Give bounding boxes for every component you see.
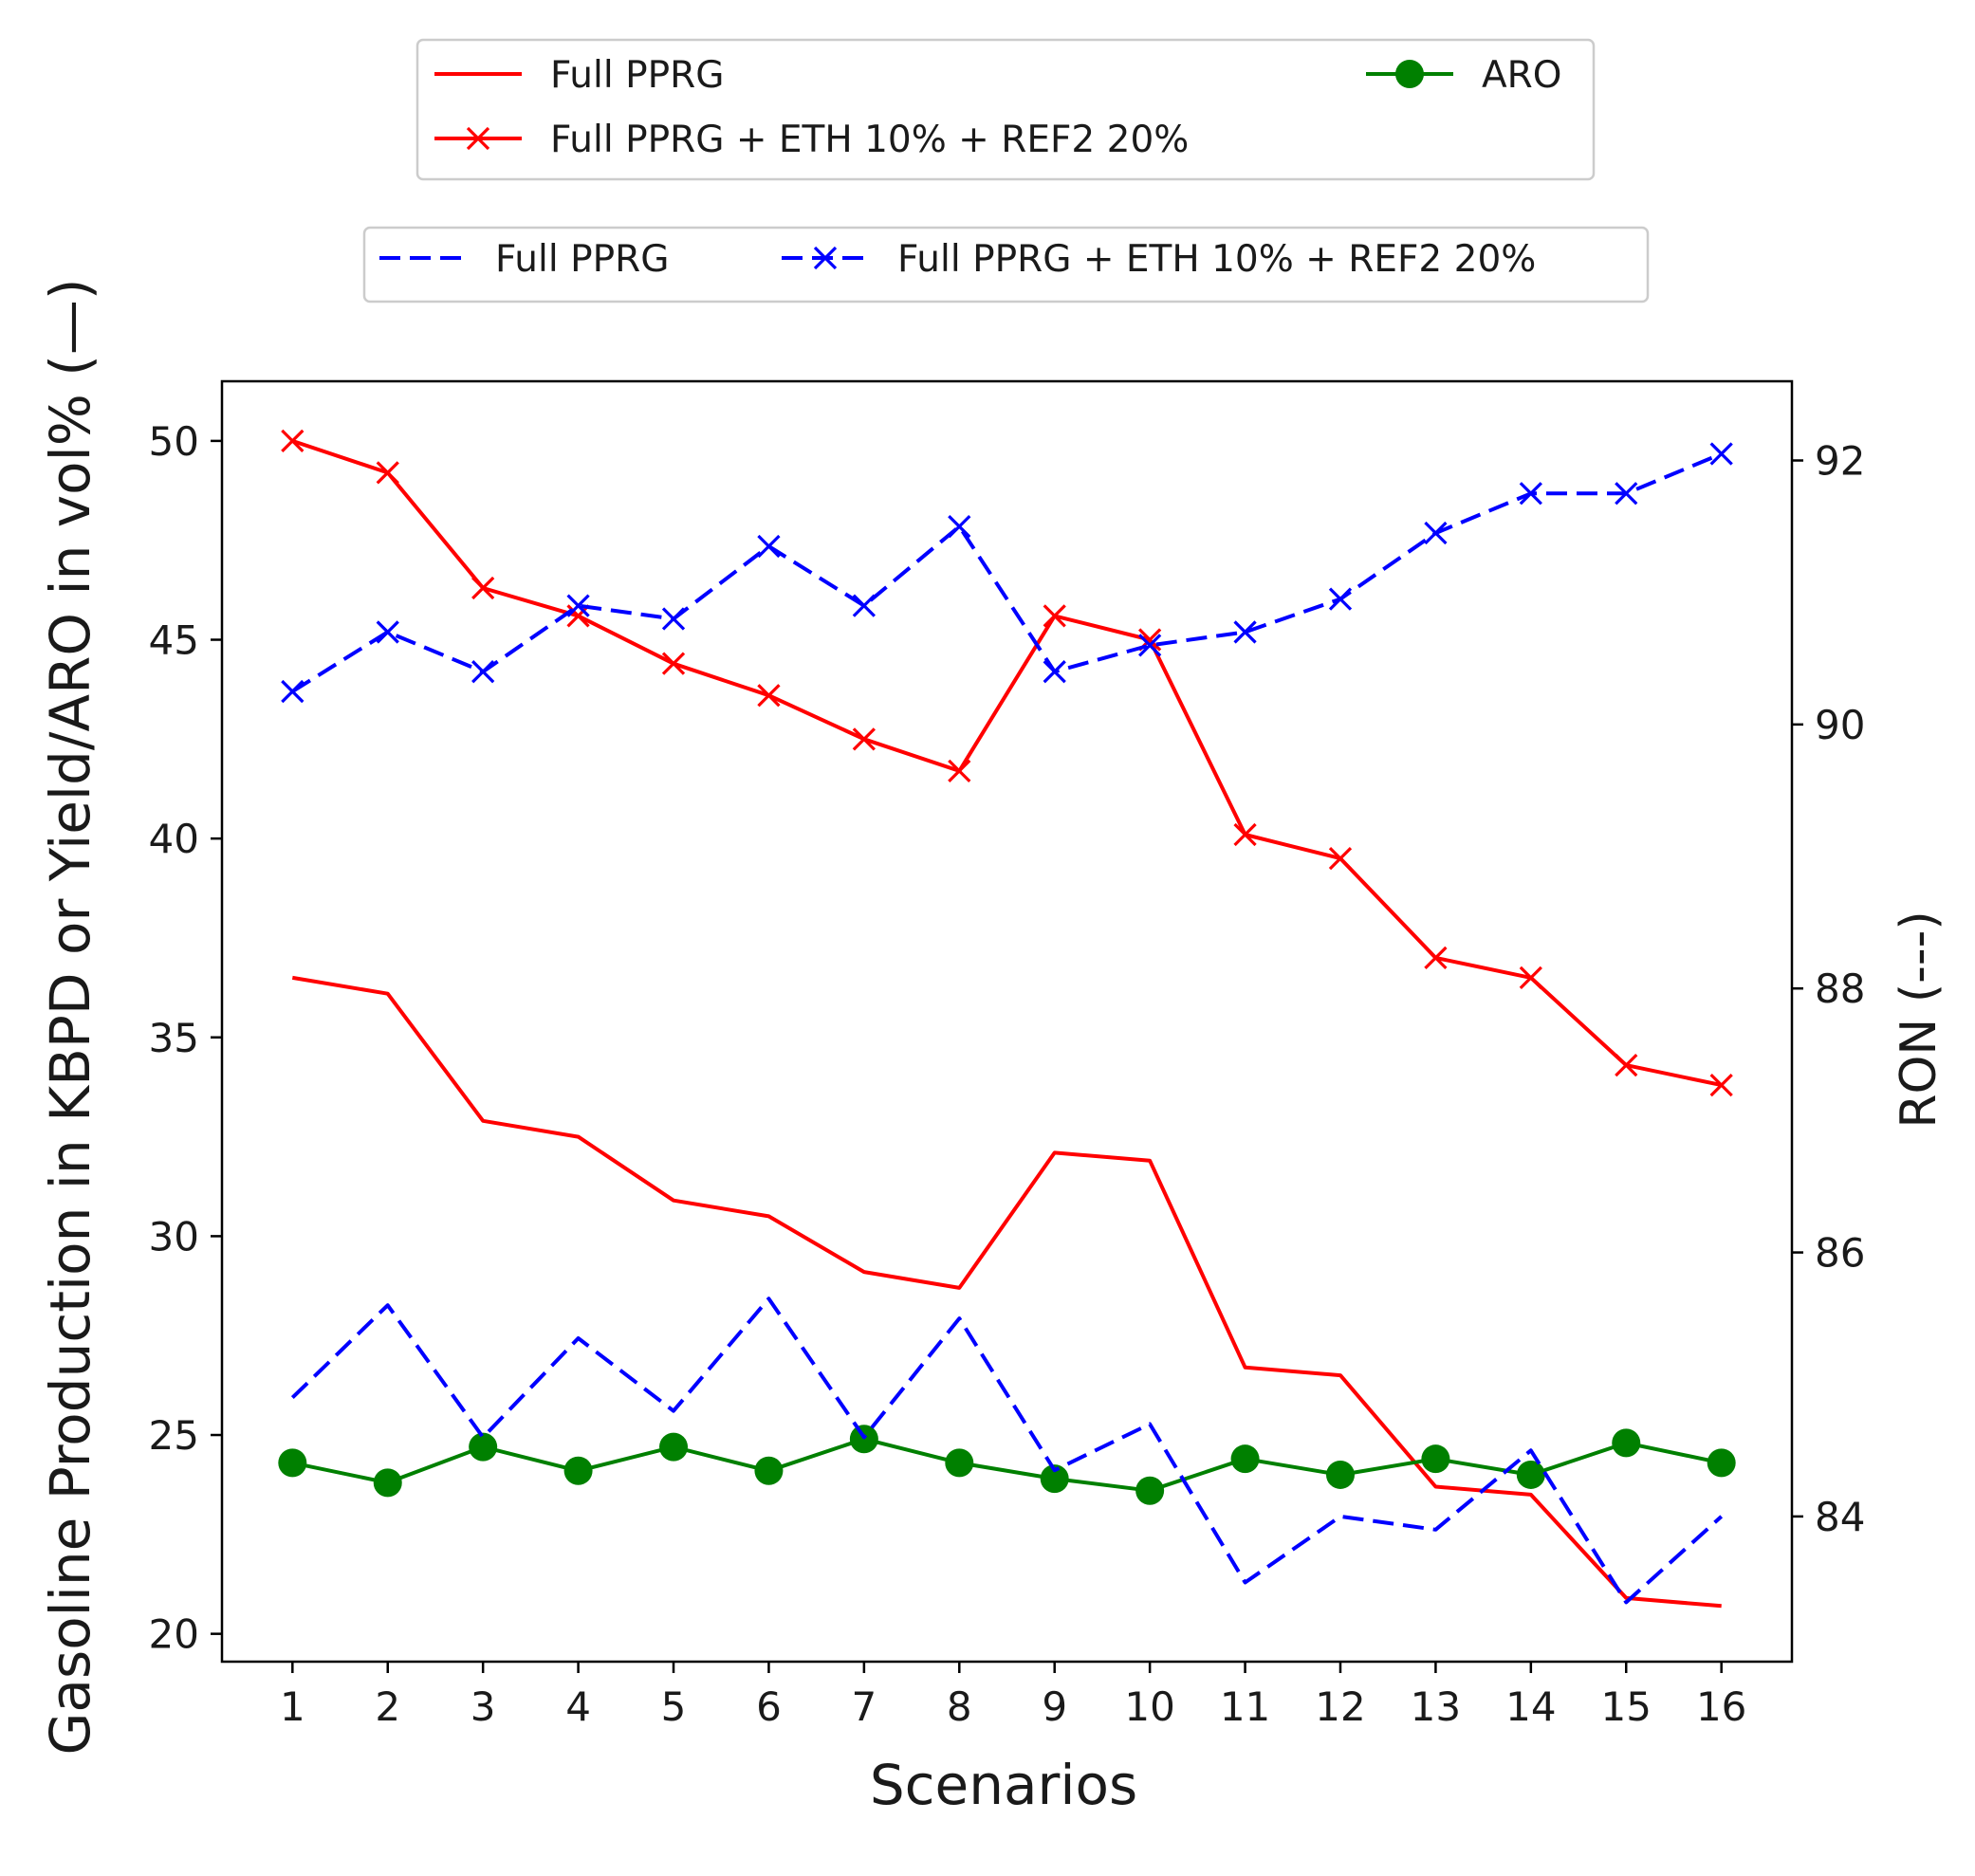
series-4-point-4 [566, 594, 590, 617]
series-1-point-2 [376, 461, 399, 485]
y-left-tick-label: 20 [149, 1611, 199, 1658]
y-left-tick-label: 40 [149, 816, 199, 862]
x-tick-label: 1 [280, 1683, 305, 1730]
series-1-point-3 [471, 576, 495, 600]
x-tick-label: 12 [1315, 1683, 1365, 1730]
series-4-point-1 [281, 679, 305, 704]
series-4-point-8 [948, 514, 971, 539]
series-2-point-16 [1707, 1448, 1736, 1478]
series-2-line [291, 1437, 1723, 1493]
y-right-tick-label: 90 [1815, 702, 1865, 748]
x-tick-label: 15 [1601, 1683, 1652, 1730]
y-right-tick-label: 88 [1815, 966, 1865, 1012]
series-4-point-11 [1233, 620, 1257, 644]
x-axis-title: Scenarios [870, 1753, 1137, 1817]
y-left-tick-label: 25 [149, 1412, 199, 1459]
x-tick-label: 2 [375, 1683, 400, 1730]
series-4-point-14 [1519, 482, 1542, 506]
x-tick-label: 4 [565, 1683, 591, 1730]
series-2-point-12 [1325, 1460, 1355, 1489]
series-1-line [291, 439, 1723, 1088]
series-4-point-3 [471, 660, 495, 684]
legend-marker-series-2 [1395, 60, 1424, 88]
series-1-point-1 [281, 429, 305, 453]
x-tick-label: 9 [1042, 1683, 1067, 1730]
x-tick-label: 3 [471, 1683, 496, 1730]
series-4-line [291, 451, 1723, 693]
legend-label-series-2: ARO [1482, 54, 1561, 97]
series-2-point-13 [1421, 1444, 1450, 1474]
series-4-point-9 [1043, 660, 1066, 684]
series-2-point-14 [1516, 1460, 1545, 1489]
legend-box-1 [415, 38, 1596, 181]
series-4-point-2 [376, 620, 399, 644]
series-1-point-16 [1709, 1073, 1733, 1097]
x-tick-label: 16 [1696, 1683, 1746, 1730]
legend-marker-series-1 [466, 126, 490, 151]
series-4-point-7 [852, 594, 876, 617]
series-2-point-3 [469, 1432, 498, 1462]
series-2-point-8 [945, 1448, 974, 1478]
x-tick-label: 14 [1505, 1683, 1556, 1730]
legend-label-series-3: Full PPRG [495, 238, 669, 281]
series-1-point-15 [1615, 1053, 1638, 1077]
y-axis-left-title: Gasoline Production in KBPD or Yield/ARO… [38, 278, 102, 1755]
series-2-point-11 [1230, 1444, 1260, 1474]
y-left-tick-label: 45 [149, 617, 199, 664]
series-4-point-10 [1138, 634, 1162, 657]
series-0-line [291, 975, 1722, 1609]
y-right-tick-label: 86 [1815, 1230, 1865, 1277]
plot-frame [220, 379, 1794, 1664]
x-tick-label: 11 [1220, 1683, 1270, 1730]
x-tick-label: 7 [851, 1683, 877, 1730]
series-1-point-7 [852, 727, 876, 751]
series-4-point-6 [757, 534, 781, 559]
series-1-point-12 [1328, 846, 1353, 871]
series-1-point-6 [757, 684, 781, 708]
legend-marker-series-4 [813, 246, 838, 270]
series-2-point-2 [373, 1468, 402, 1498]
series-4-point-5 [661, 607, 686, 631]
series-2-point-5 [659, 1432, 689, 1462]
series-2-point-9 [1040, 1464, 1069, 1494]
series-1-point-13 [1424, 946, 1448, 970]
series-1-point-8 [948, 759, 971, 783]
y-right-tick-label: 84 [1815, 1494, 1865, 1540]
series-4-point-13 [1424, 521, 1448, 545]
legend-box-2 [362, 226, 1650, 303]
series-4-point-15 [1615, 482, 1638, 506]
x-tick-label: 10 [1124, 1683, 1174, 1730]
plot-area: 1 2 3 4 5 6 7 8 9 10 11 12 13 14 15 1620253035404550848… [149, 379, 1865, 1730]
legend-label-series-4: Full PPRG + ETH 10% + REF2 20% [897, 238, 1536, 281]
y-left-tick-label: 50 [149, 418, 199, 465]
series-3-line [290, 1297, 1724, 1605]
series-4-point-16 [1709, 442, 1733, 466]
x-tick-label: 5 [661, 1683, 687, 1730]
legend-label-series-0: Full PPRG [550, 54, 724, 97]
x-tick-label: 8 [947, 1683, 972, 1730]
legend-label-series-1: Full PPRG + ETH 10% + REF2 20% [550, 119, 1189, 161]
series-2-point-6 [754, 1456, 784, 1485]
series-2-point-4 [563, 1456, 593, 1485]
y-left-tick-label: 35 [149, 1015, 199, 1061]
y-axis-right-title: RON (---) [1891, 910, 1947, 1128]
series-2-point-1 [278, 1448, 307, 1478]
series-2-point-15 [1612, 1428, 1641, 1458]
legend-area: Full PPRG ARO Full PPRG + ETH 10% + REF2 2… [362, 38, 1650, 303]
y-right-tick-label: 92 [1815, 438, 1865, 485]
series-4-point-12 [1328, 587, 1353, 611]
x-tick-label: 13 [1411, 1683, 1461, 1730]
x-tick-label: 6 [756, 1683, 782, 1730]
y-left-tick-label: 30 [149, 1213, 199, 1260]
series-1-point-5 [661, 652, 686, 675]
series-1-point-14 [1519, 966, 1542, 990]
series-1-point-11 [1233, 822, 1257, 847]
series-1-point-9 [1043, 604, 1066, 628]
series-2-point-10 [1135, 1476, 1165, 1505]
